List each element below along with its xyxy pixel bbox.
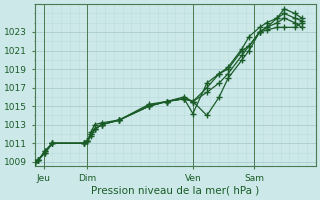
X-axis label: Pression niveau de la mer( hPa ): Pression niveau de la mer( hPa ) <box>91 186 260 196</box>
